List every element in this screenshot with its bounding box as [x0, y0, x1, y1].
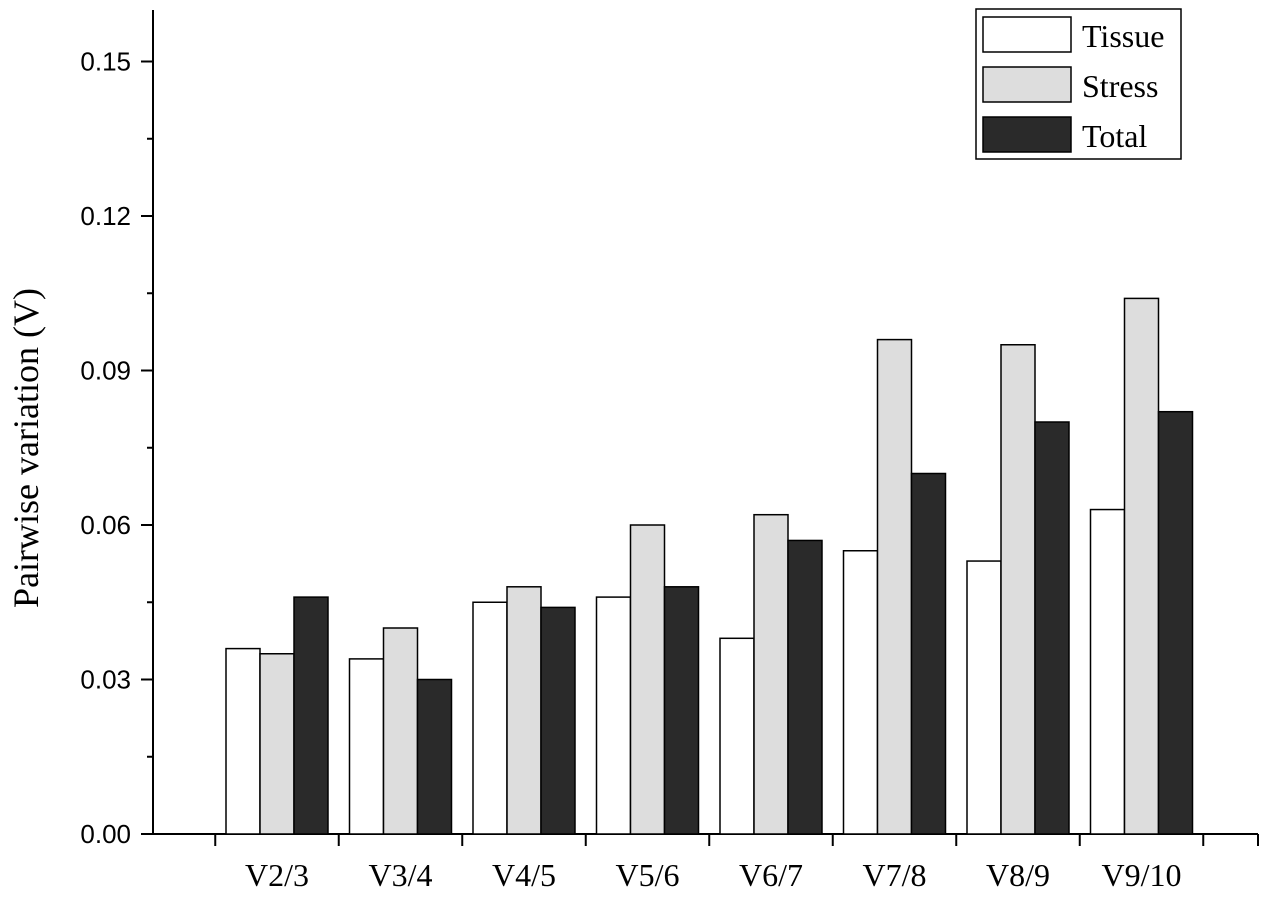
bar-stress [629, 524, 666, 835]
y-tick-label: 0.12 [80, 201, 131, 231]
bar-total [1157, 410, 1194, 835]
bars [225, 297, 1194, 835]
bar-stress [876, 338, 913, 835]
legend-label-tissue: Tissue [1082, 18, 1164, 54]
legend-swatch-stress [982, 66, 1072, 103]
x-tick-label: V9/10 [1102, 857, 1182, 893]
y-tick-label: 0.06 [80, 510, 131, 540]
y-tick-label: 0.00 [80, 819, 131, 849]
bar-stress [382, 627, 419, 835]
bar-stress [1123, 297, 1160, 835]
legend-swatch-tissue [982, 16, 1072, 53]
x-tick-label: V8/9 [986, 857, 1050, 893]
x-tick-label: V7/8 [863, 857, 927, 893]
bar-tissue [966, 560, 1002, 835]
bar-tissue [1089, 508, 1126, 835]
bar-tissue [842, 550, 879, 835]
x-tick-label: V4/5 [492, 857, 556, 893]
x-tick-label: V6/7 [739, 857, 803, 893]
bar-stress [753, 513, 789, 835]
x-tick-label: V3/4 [369, 857, 433, 893]
x-axis: V2/3 V3/4 V4/5 V5/6 V6/7 V7/8 V8/9 V9/10 [153, 833, 1259, 893]
bar-total [787, 539, 823, 835]
x-tick-label: V5/6 [616, 857, 680, 893]
bar-total [416, 678, 453, 835]
bar-stress [259, 653, 295, 835]
bar-total [540, 606, 576, 835]
bar-total [910, 472, 947, 835]
bar-stress [1000, 344, 1036, 835]
y-tick-label: 0.09 [80, 356, 131, 386]
bar-total [663, 586, 700, 835]
y-axis: 0.00 0.03 0.06 0.09 0.12 0.15 [80, 10, 154, 849]
bar-tissue [472, 601, 508, 835]
bar-tissue [348, 658, 385, 835]
legend: Tissue Stress Total [975, 8, 1182, 160]
bar-tissue [719, 637, 755, 835]
bar-stress [506, 586, 542, 835]
y-axis-title: Pairwise variation (V) [6, 288, 46, 608]
bar-tissue [225, 647, 261, 835]
x-tick-label: V2/3 [245, 857, 309, 893]
legend-label-total: Total [1082, 118, 1147, 154]
y-tick-label: 0.03 [80, 665, 131, 695]
legend-swatch-total [982, 116, 1072, 153]
y-tick-label: 0.15 [80, 47, 131, 77]
bar-total [1034, 421, 1070, 835]
bar-tissue [595, 596, 632, 835]
legend-label-stress: Stress [1082, 68, 1158, 104]
bar-total [293, 596, 329, 835]
